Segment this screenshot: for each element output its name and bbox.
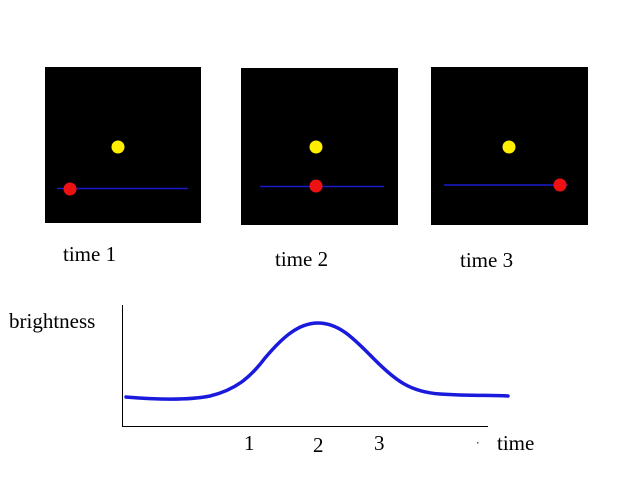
yellow-dot: [502, 140, 516, 154]
yellow-dot: [309, 140, 323, 154]
x-axis-label: time: [497, 431, 534, 455]
yellow-dot: [111, 140, 125, 154]
x-tick-label: 3: [374, 431, 385, 455]
panel: [241, 68, 398, 225]
y-axis-label: brightness: [9, 309, 95, 333]
x-tick-label: 2: [313, 433, 324, 457]
panel-label: time 1: [63, 242, 116, 266]
red-dot: [309, 179, 323, 193]
dot: [477, 442, 479, 444]
red-dot: [63, 182, 77, 196]
panel: [431, 67, 588, 225]
panel-label: time 3: [460, 248, 513, 272]
red-dot: [553, 178, 567, 192]
panel-label: time 2: [275, 247, 328, 271]
panel: [45, 67, 201, 223]
brightness-curve: [124, 321, 510, 401]
x-tick-label: 1: [244, 431, 255, 455]
